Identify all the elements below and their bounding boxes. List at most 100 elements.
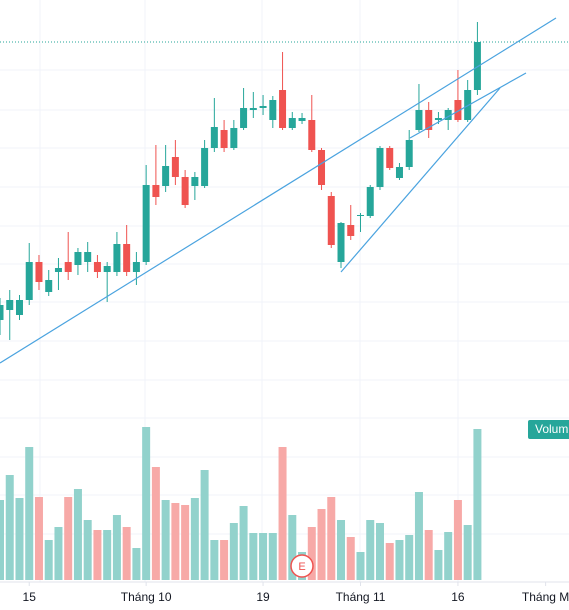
candle-body: [220, 130, 228, 148]
x-tick-label: Tháng 11: [336, 590, 386, 604]
volume-bar: [15, 498, 24, 580]
candle-body: [113, 244, 121, 272]
volume-bar: [142, 427, 151, 580]
volume-bar: [405, 535, 414, 580]
candle-body: [162, 166, 170, 186]
volume-bar: [249, 533, 258, 580]
volume-pane: [0, 427, 482, 580]
volume-bar: [73, 489, 82, 580]
candle-body: [64, 262, 72, 272]
candle-body: [45, 280, 53, 292]
volume-bar: [268, 533, 277, 580]
candle-body: [0, 305, 4, 320]
x-tick-label: 19: [256, 590, 270, 604]
volume-bar: [434, 550, 443, 580]
trend-line: [409, 72, 527, 139]
candle-body: [366, 187, 374, 216]
candle-body: [142, 185, 150, 262]
volume-bar: [259, 533, 268, 580]
volume-bar: [327, 497, 336, 580]
candle-body: [201, 148, 209, 186]
volume-bar: [463, 525, 472, 580]
candle-body: [269, 100, 277, 120]
candle-body: [210, 127, 218, 148]
volume-bar: [0, 500, 4, 580]
candle-body: [191, 177, 199, 186]
candle-body: [279, 90, 287, 128]
trend-line: [340, 87, 501, 273]
volume-label: Volum: [535, 422, 568, 436]
candle-body: [415, 110, 423, 130]
candle-body: [376, 148, 384, 187]
candle-body: [181, 177, 189, 205]
candle-body: [152, 185, 160, 197]
volume-bar: [288, 515, 297, 580]
candle-body: [444, 110, 452, 120]
volume-bar: [44, 540, 53, 580]
volume-bar: [453, 500, 462, 580]
candle-body: [327, 196, 335, 245]
candle-body: [74, 252, 82, 265]
volume-bar: [54, 527, 63, 580]
candle-body: [405, 140, 413, 167]
candle-body: [240, 108, 248, 128]
volume-bar: [375, 523, 384, 580]
volume-bar: [34, 497, 43, 580]
candle-body: [259, 106, 267, 108]
volume-bar: [278, 447, 287, 580]
volume-bar: [317, 509, 326, 580]
trend-line: [0, 17, 557, 364]
candle-body: [6, 300, 14, 310]
volume-bar: [473, 429, 482, 580]
candle-body: [337, 223, 345, 262]
volume-bar: [200, 470, 209, 580]
volume-bar: [132, 548, 141, 580]
volume-bar: [307, 527, 316, 580]
candle-body: [84, 252, 92, 262]
candle-body: [171, 157, 179, 177]
volume-bar: [151, 467, 160, 580]
volume-bar: [171, 503, 180, 580]
candle-body: [347, 225, 355, 236]
candle-body: [35, 262, 43, 282]
x-tick-label: 16: [451, 590, 465, 604]
volume-bar: [181, 505, 190, 580]
candle-body: [132, 262, 140, 272]
candle-body: [54, 268, 62, 272]
volume-badge: [528, 420, 569, 439]
candle-body: [318, 150, 326, 185]
volume-bar: [5, 475, 14, 580]
candle-body: [386, 148, 394, 168]
volume-bar: [395, 540, 404, 580]
candle-body: [249, 108, 257, 110]
volume-bar: [25, 447, 34, 580]
volume-bar: [83, 520, 92, 580]
event-marker[interactable]: [290, 554, 314, 578]
volume-bar: [64, 497, 73, 580]
trend-lines: [0, 17, 557, 364]
candle-body: [93, 262, 101, 272]
event-label: E: [298, 561, 305, 573]
x-tick-label: Tháng 10: [121, 590, 172, 604]
volume-bar: [190, 498, 199, 580]
volume-bar: [366, 520, 375, 580]
candle-body: [123, 244, 131, 272]
candle-body: [395, 167, 403, 178]
candle-body: [298, 118, 306, 121]
volume-bar: [356, 552, 365, 580]
volume-bar: [337, 520, 346, 580]
candle-body: [308, 120, 316, 150]
candle-body: [25, 262, 33, 300]
volume-bar: [122, 527, 131, 580]
candle-body: [434, 118, 442, 120]
volume-bar: [385, 543, 394, 580]
candle-body: [103, 266, 111, 272]
volume-bar: [414, 492, 423, 580]
candle-body: [473, 42, 481, 90]
candle-body: [288, 118, 296, 128]
volume-bar: [210, 540, 219, 580]
volume-bar: [239, 506, 248, 580]
volume-bar: [229, 523, 238, 580]
candle-body: [15, 300, 23, 315]
volume-bar: [93, 530, 102, 580]
